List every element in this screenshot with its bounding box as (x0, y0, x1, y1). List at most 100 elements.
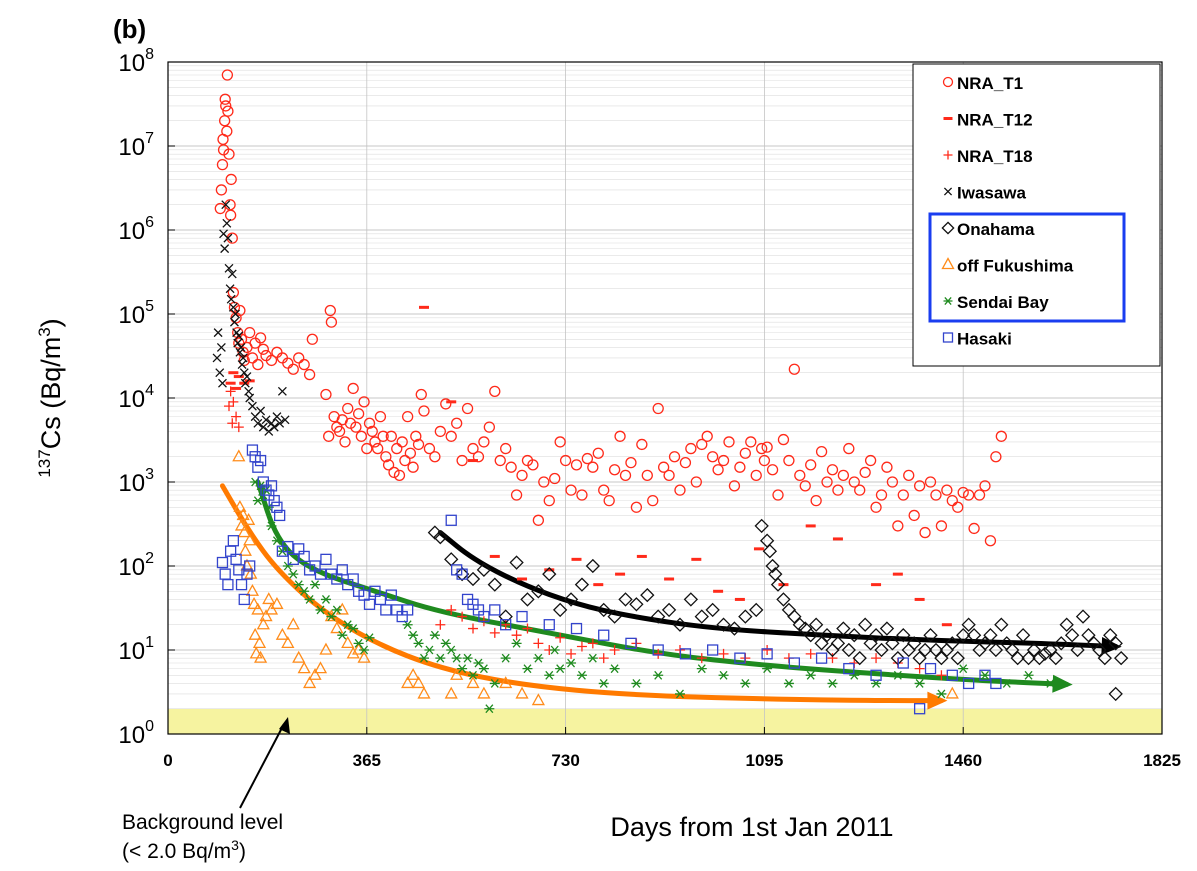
point-hasaki (244, 560, 256, 572)
point-sendai-bay (1045, 678, 1056, 688)
point-iwasawa (269, 422, 279, 432)
point-nra-t1 (608, 464, 621, 476)
legend-label-nra-t1: NRA_T1 (957, 74, 1023, 93)
point-off-fukushima (357, 650, 371, 663)
point-onahama (661, 602, 677, 618)
x-tick-label: 365 (353, 751, 381, 770)
point-sendai-bay (892, 670, 903, 680)
point-hasaki (298, 550, 310, 563)
point-iwasawa (264, 426, 274, 436)
x-tick-label: 1460 (944, 751, 982, 770)
point-onahama (618, 592, 633, 607)
point-iwasawa (222, 218, 232, 228)
point-iwasawa (256, 406, 266, 416)
point-onahama (1108, 636, 1123, 651)
point-sendai-bay (783, 678, 794, 688)
point-nra-t1 (679, 456, 692, 469)
point-iwasawa (238, 353, 248, 363)
point-nra-t1 (995, 430, 1007, 442)
point-nra-t1 (382, 459, 395, 471)
point-nra-t1 (815, 445, 828, 458)
point-off-fukushima (244, 566, 258, 579)
point-nra-t1 (712, 464, 724, 476)
point-sendai-bay (587, 653, 598, 663)
point-hasaki (257, 476, 269, 488)
point-nra-t18 (653, 648, 664, 659)
point-onahama (841, 642, 856, 658)
point-iwasawa (280, 415, 290, 425)
point-onahama (792, 617, 807, 632)
point-sendai-bay (271, 536, 282, 546)
point-off-fukushima (477, 686, 491, 699)
point-nra-t18 (696, 653, 707, 664)
point-nra-t1 (788, 363, 801, 375)
y-tick-exponent: 1 (145, 634, 154, 651)
point-nra-t1 (908, 509, 920, 522)
point-hasaki (254, 454, 267, 467)
point-nra-t1 (234, 304, 246, 317)
point-nra-t1 (385, 430, 397, 442)
y-tick-label: 102 (118, 550, 154, 581)
point-nra-t18 (609, 645, 620, 655)
point-nra-t18 (576, 641, 587, 652)
y-tick-base: 10 (118, 218, 145, 245)
point-hasaki (401, 604, 414, 616)
point-nra-t1 (758, 454, 771, 467)
point-hasaki (815, 652, 828, 664)
point-nra-t1 (810, 494, 822, 507)
point-nra-t1 (461, 402, 474, 415)
point-iwasawa (231, 309, 240, 319)
point-nra-t1 (320, 388, 332, 401)
point-off-fukushima (259, 609, 273, 622)
point-nra-t1 (559, 454, 572, 467)
point-onahama (433, 530, 448, 545)
point-nra-t1 (750, 469, 762, 481)
point-sendai-bay (484, 704, 495, 714)
point-onahama (836, 621, 851, 636)
point-nra-t18 (555, 632, 566, 643)
point-sendai-bay (299, 586, 310, 596)
point-onahama (1026, 642, 1042, 658)
point-off-fukushima (251, 602, 265, 615)
point-nra-t1 (734, 461, 746, 473)
point-onahama (923, 628, 938, 643)
point-onahama (966, 628, 982, 643)
series-hasaki (216, 444, 1002, 715)
point-sendai-bay (696, 664, 707, 674)
y-tick-exponent: 7 (145, 130, 154, 147)
legend-marker-onahama (941, 221, 955, 235)
y-axis-label-superscript: 137 (35, 449, 54, 477)
point-off-fukushima (303, 676, 317, 689)
point-onahama (509, 555, 524, 570)
point-iwasawa (240, 378, 250, 388)
point-onahama (1021, 650, 1036, 666)
point-nra-t1 (979, 480, 991, 492)
y-tick-exponent: 4 (145, 382, 154, 399)
point-nra-t18 (231, 411, 242, 422)
point-nra-t1 (339, 436, 351, 448)
point-hasaki (456, 568, 468, 580)
point-onahama (945, 636, 960, 651)
point-nra-t1 (532, 514, 545, 526)
point-sendai-bay (609, 664, 620, 674)
point-nra-t18 (233, 422, 244, 433)
point-nra-t18 (718, 648, 729, 659)
point-nra-t1 (864, 454, 877, 467)
point-hasaki (265, 480, 278, 492)
point-hasaki (734, 652, 746, 664)
point-nra-t1 (598, 484, 610, 496)
point-onahama (498, 609, 513, 624)
point-off-fukushima (275, 627, 289, 640)
point-iwasawa (216, 342, 226, 352)
point-nra-t18 (457, 611, 468, 622)
point-sendai-bay (914, 678, 925, 688)
point-sendai-bay (598, 678, 609, 688)
point-nra-t1 (219, 93, 231, 105)
point-off-fukushima (324, 609, 338, 622)
point-nra-t1 (246, 352, 259, 364)
legend-label-sendai-bay: Sendai Bay (957, 293, 1049, 312)
point-nra-t1 (777, 433, 790, 446)
point-iwasawa (258, 422, 268, 432)
point-hasaki (314, 568, 327, 580)
point-nra-t1 (941, 484, 953, 496)
